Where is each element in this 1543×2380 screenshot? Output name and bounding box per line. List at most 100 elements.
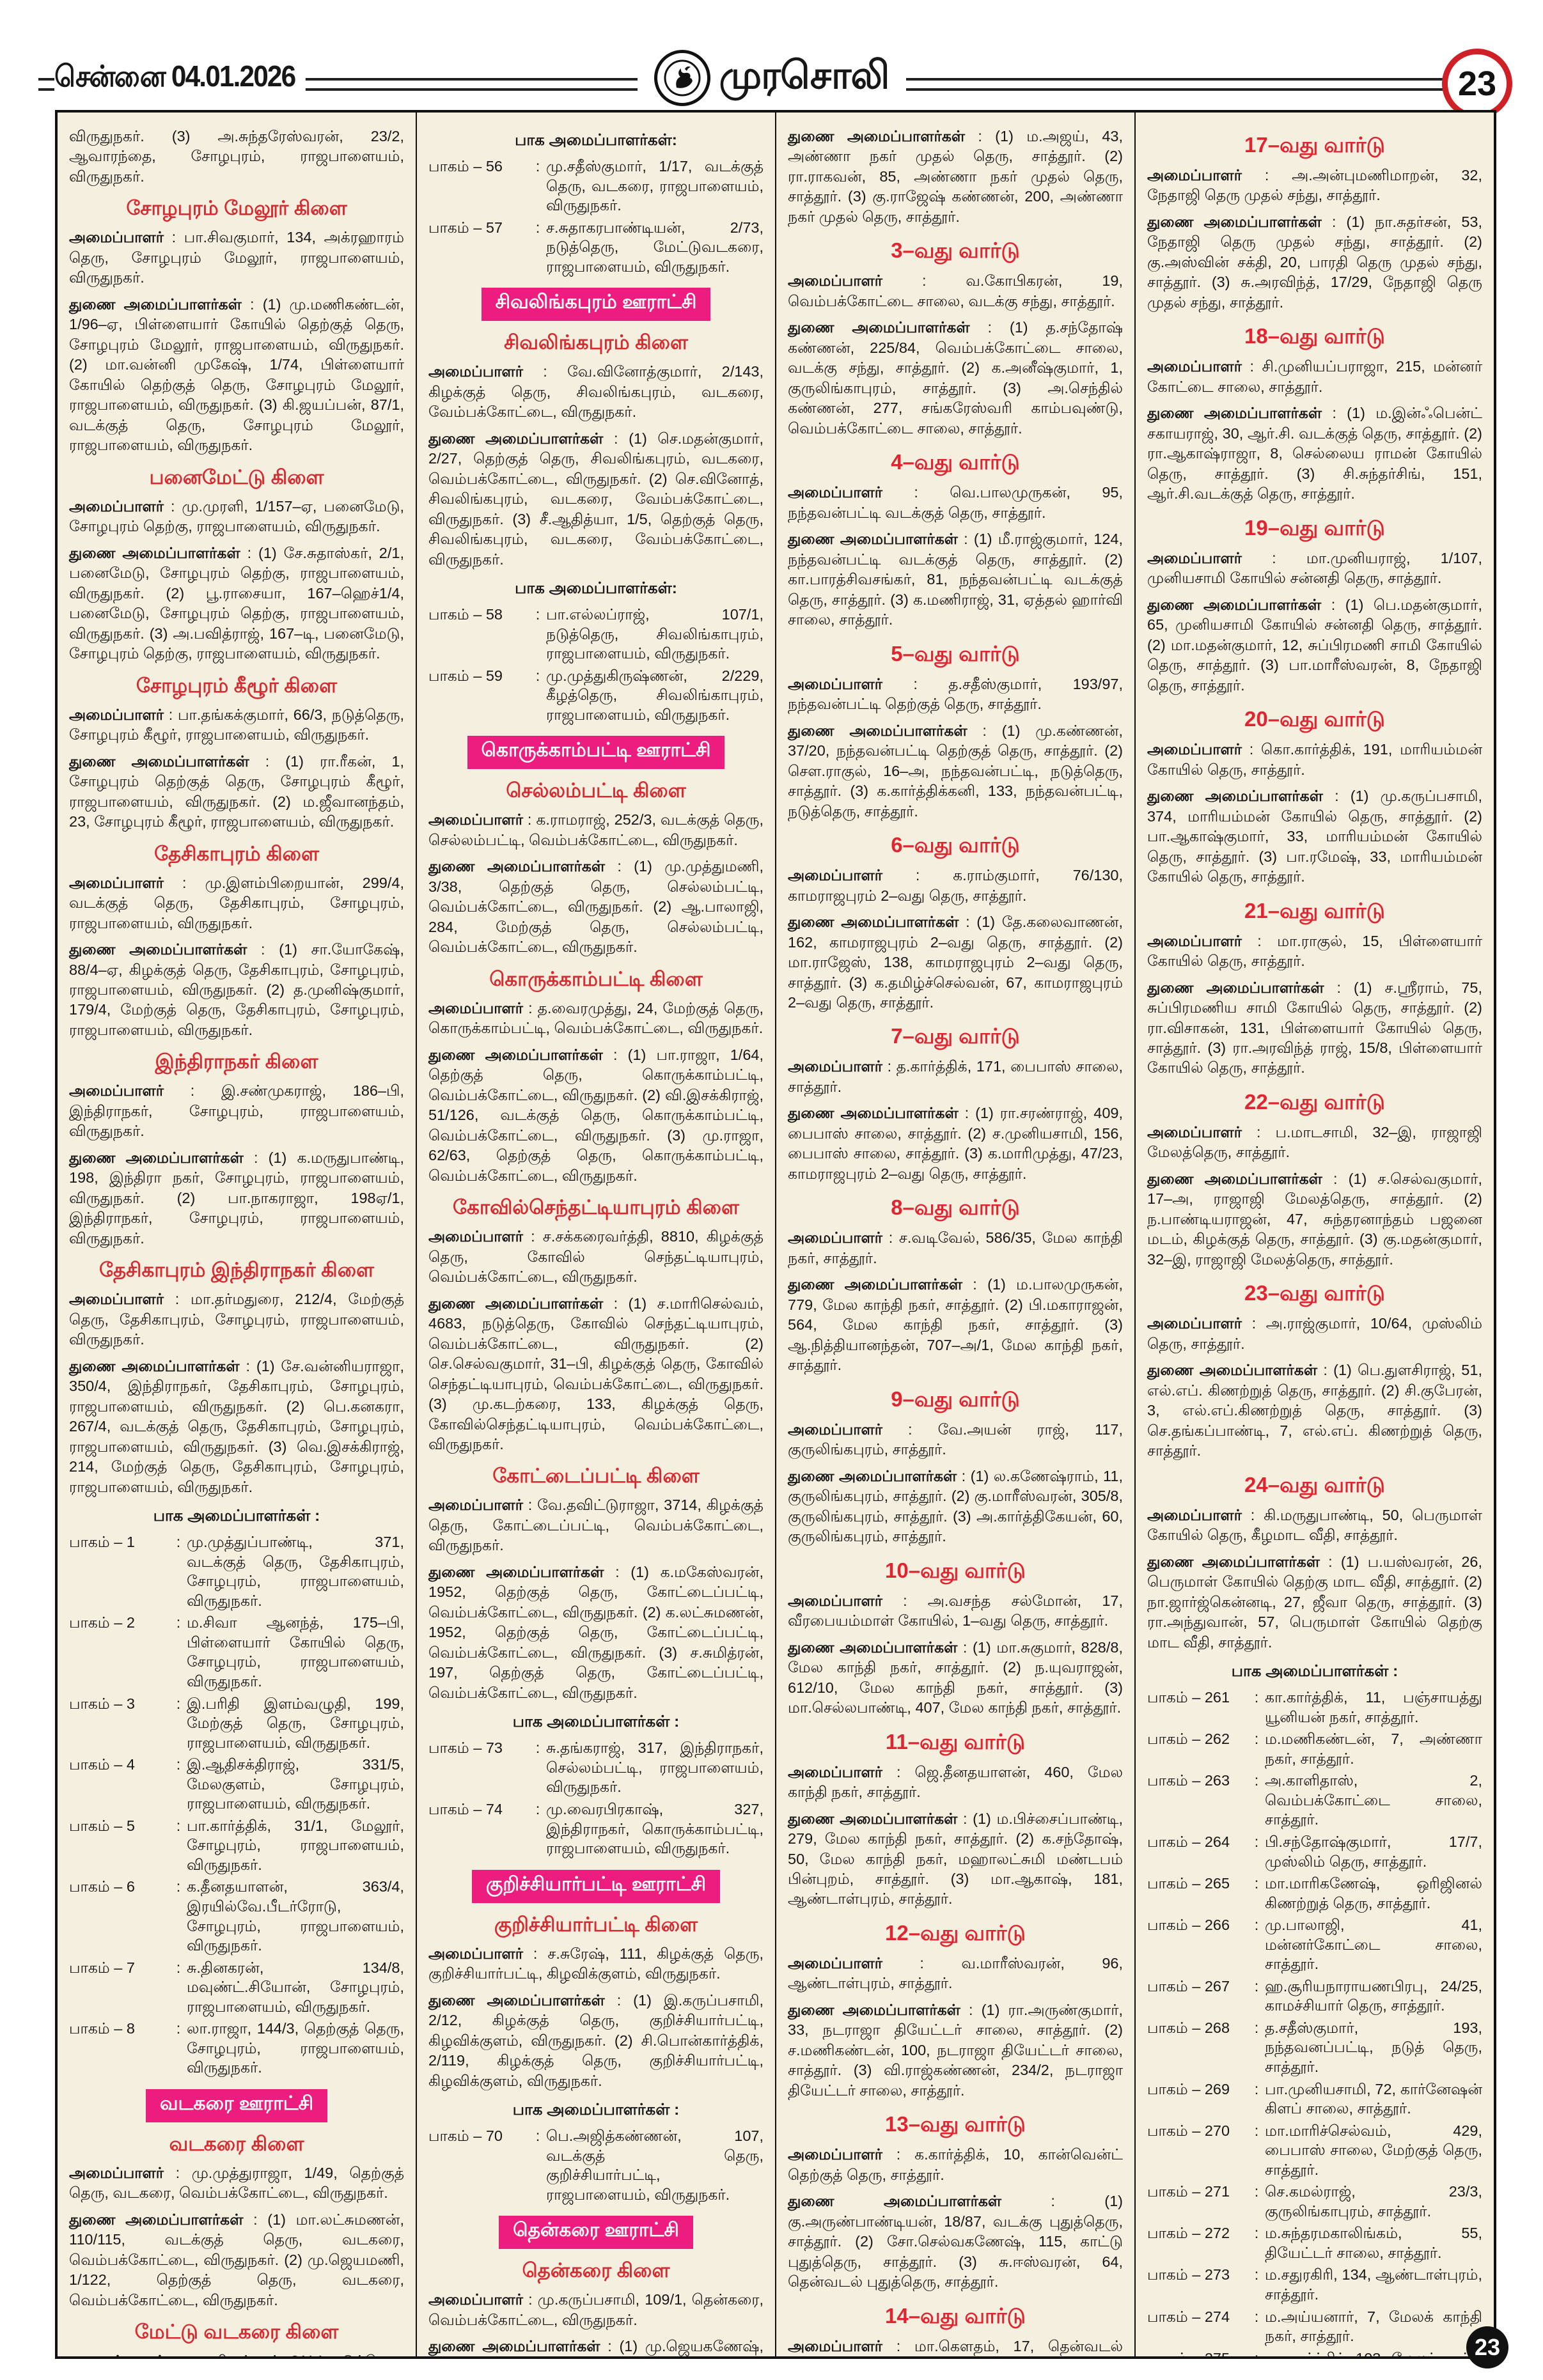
ward-header: 18–வது வார்டு bbox=[1244, 324, 1385, 348]
footer-page-number-badge: 23 bbox=[1466, 2326, 1508, 2368]
role-label: அமைப்பாளர் bbox=[788, 1420, 909, 1438]
organizer-paragraph: துணை அமைப்பாளர்கள் : (1) பா.ராஜா, 1/64, … bbox=[428, 1046, 764, 1184]
part-item-colon: : bbox=[1254, 1875, 1259, 1892]
part-item-colon: : bbox=[535, 219, 540, 236]
role-label: துணை அமைப்பாளர்கள் bbox=[69, 941, 262, 958]
organizer-paragraph: அமைப்பாளர் : அ.வசந்த சல்மோன், 17, வீரபைய… bbox=[788, 1592, 1123, 1629]
part-item-colon: : bbox=[1254, 2122, 1259, 2139]
role-label: துணை அமைப்பாளர்கள் bbox=[69, 752, 265, 770]
part-item: பாகம் – 263: அ.காளிதாஸ், 2, வெம்பக்கோட்டை… bbox=[1147, 1771, 1482, 1830]
role-label: துணை அமைப்பாளர்கள் bbox=[69, 2211, 254, 2228]
directory-sheet: விருதுநகர். (3) அ.சுந்தரேஸ்வரன், 23/2, ஆ… bbox=[55, 110, 1496, 2359]
part-item-colon: : bbox=[176, 1695, 181, 1712]
organizer-paragraph: அமைப்பாளர் : ப.மாடசாமி, 32–இ, ராஜாஜி மேல… bbox=[1147, 1123, 1483, 1161]
part-item-label: பாகம் – 275 bbox=[1147, 2349, 1248, 2356]
organizer-paragraph: அமைப்பாளர் : பா.தங்கக்குமார், 66/3, நடுத… bbox=[69, 706, 405, 743]
part-item: பாகம் – 56: மு.சதீஸ்குமார், 1/17, வடக்குத… bbox=[428, 157, 764, 215]
part-item: பாகம் – 270: மா.மாரிச்செல்வம், 429, பைபாஸ… bbox=[1147, 2121, 1482, 2180]
part-item-label: பாகம் – 271 bbox=[1147, 2183, 1230, 2200]
role-label: துணை அமைப்பாளர்கள் bbox=[69, 1149, 254, 1166]
part-item-text: ம.சுந்தரமகாலிங்கம், 55, தியேட்டர் சாலை, … bbox=[1265, 2225, 1482, 2261]
part-item: பாகம் – 274: ம.அய்யனார், 7, மேலக் காந்தி … bbox=[1147, 2307, 1482, 2346]
column-4: 17–வது வார்டு அமைப்பாளர் : அ.அன்புமணிமாறன… bbox=[1134, 113, 1494, 2356]
part-item-colon: : bbox=[1254, 2019, 1259, 2036]
role-label: துணை அமைப்பாளர்கள் bbox=[428, 430, 614, 447]
role-label: அமைப்பாளர் bbox=[1147, 549, 1273, 566]
branch-header: தேசிகாபுரம் கிளை bbox=[154, 842, 319, 865]
organizer-paragraph: துணை அமைப்பாளர்கள் : (1) மா.லட்சுமணன், 1… bbox=[69, 2211, 404, 2308]
part-item-label: பாகம் – 59 bbox=[428, 667, 503, 684]
part-item-text: க.தீனதயாளன், 363/4, இரயில்வே.பீடர்ரோடு, … bbox=[187, 1878, 404, 1954]
part-item-text: கா.கார்த்திக், 11, பஞ்சாயத்து யூனியன் நக… bbox=[1265, 1689, 1482, 1725]
organizer-paragraph: அமைப்பாளர் : மா.முனியராஜ், 1/107, முனியச… bbox=[1147, 549, 1482, 587]
role-label: துணை அமைப்பாளர்கள் bbox=[428, 1046, 613, 1063]
branch-header: தேசிகாபுரம் இந்திராநகர் கிளை bbox=[98, 1259, 375, 1282]
part-organizers-header: பாக அமைப்பாளர்கள் : bbox=[153, 1507, 320, 1525]
part-item-text: மு.முத்துப்பாண்டி, 371, வடக்குத் தெரு, த… bbox=[187, 1534, 404, 1609]
part-item: பாகம் – 264: பி.சந்தோஷ்குமார், 17/7, முஸ்… bbox=[1147, 1832, 1482, 1871]
organizer-paragraph: அமைப்பாளர் : ஜெ.தீனதயாளன், 460, மேல காந்… bbox=[788, 1763, 1123, 1801]
role-label: அமைப்பாளர் bbox=[428, 811, 528, 828]
part-item-colon: : bbox=[1254, 2308, 1259, 2325]
part-item-label: பாகம் – 270 bbox=[1147, 2122, 1230, 2139]
organizer-paragraph: துணை அமைப்பாளர்கள் : (1) நா.சுதர்சன், 53… bbox=[1147, 213, 1482, 311]
part-item-label: பாகம் – 267 bbox=[1147, 1977, 1230, 1995]
part-item-label: பாகம் – 268 bbox=[1147, 2019, 1230, 2036]
role-label: அமைப்பாளர் bbox=[788, 1058, 888, 1075]
organizer-paragraph: அமைப்பாளர் : வ.கோபிகரன், 19, வெம்பக்கோட்… bbox=[788, 272, 1123, 309]
ward-header: 22–வது வார்டு bbox=[1244, 1089, 1385, 1114]
part-item-label: பாகம் – 266 bbox=[1147, 1917, 1230, 1934]
organizer-paragraph: அமைப்பாளர் : க.ராம்குமார், 76/130, காமரா… bbox=[788, 867, 1123, 904]
part-item-text: பா.கார்த்திக், 31/1, மேலூர், சோழபுரம், ர… bbox=[187, 1817, 404, 1873]
role-label: துணை அமைப்பாளர்கள் bbox=[1147, 979, 1337, 996]
part-item-text: சு.தங்கராஜ், 317, இந்திராநகர், செல்லம்பட… bbox=[546, 1739, 764, 1796]
part-item-label: பாகம் – 263 bbox=[1147, 1772, 1230, 1789]
role-label: அமைப்பாளர் bbox=[69, 2353, 168, 2356]
organizer-paragraph: துணை அமைப்பாளர்கள் : (1) ச.மாரிசெல்வம், … bbox=[428, 1295, 764, 1452]
role-label: துணை அமைப்பாளர்கள் bbox=[1147, 1170, 1333, 1187]
part-item-text: மு.வைரபிரகாஷ், 327, இந்திராநகர், கொருக்க… bbox=[546, 1800, 764, 1857]
role-label: அமைப்பாளர் bbox=[428, 2291, 529, 2308]
organizer-paragraph: துணை அமைப்பாளர்கள் : (1) தே.கலைவாணன், 16… bbox=[788, 914, 1123, 1011]
role-label: அமைப்பாளர் bbox=[69, 874, 183, 891]
part-item-text: பா.முனியசாமி, 72, கார்னேஷன் கிளப் சாலை, … bbox=[1265, 2080, 1482, 2117]
organizer-paragraph: துணை அமைப்பாளர்கள் : (1) ரா.ரீகன், 1, சோ… bbox=[69, 752, 404, 830]
part-item-text: ம.அய்யனார், 7, மேலக் காந்தி நகர், சாத்தூ… bbox=[1265, 2308, 1482, 2345]
part-item: பாகம் – 57: ச.சுதாகரபாண்டியன், 2/73, நடுத… bbox=[428, 218, 764, 277]
masthead-center: முரசொலி bbox=[637, 50, 906, 106]
role-label: துணை அமைப்பாளர்கள் bbox=[788, 1105, 965, 1122]
part-item-text: பி.சந்தோஷ்குமார், 17/7, முஸ்லிம் தெரு, ச… bbox=[1265, 1833, 1482, 1870]
branch-header: இந்திராநகர் கிளை bbox=[155, 1050, 318, 1073]
organizer-paragraph: அமைப்பாளர் : க.ராமராஜ், 252/3, வடக்குத் … bbox=[428, 811, 764, 848]
organizer-paragraph: அமைப்பாளர் : ச.சுரேஷ், 111, கிழக்குத் தெ… bbox=[428, 1945, 764, 1982]
part-item-label: பாகம் – 3 bbox=[69, 1695, 135, 1712]
part-item-label: பாகம் – 58 bbox=[428, 606, 503, 623]
ward-header: 6–வது வார்டு bbox=[891, 833, 1020, 857]
part-organizers-header: பாக அமைப்பாளர்கள்: bbox=[515, 580, 677, 598]
part-item-text: செ.கமல்ராஜ், 23/3, குருலிங்காபுரம், சாத்… bbox=[1265, 2183, 1482, 2220]
branch-header: கோட்டைப்பட்டி கிளை bbox=[492, 1465, 700, 1488]
part-item: பாகம் – 73: சு.தங்கராஜ், 317, இந்திராநகர்… bbox=[428, 1738, 764, 1797]
role-label: துணை அமைப்பாளர்கள் bbox=[1147, 405, 1333, 422]
organizer-paragraph: துணை அமைப்பாளர்கள் : (1) கு.அருண்பாண்டிய… bbox=[788, 2193, 1123, 2291]
panchayat-banner-wrap: குறிச்சியார்பட்டி ஊராட்சி bbox=[428, 1869, 764, 1903]
ward-header: 17–வது வார்டு bbox=[1244, 133, 1385, 157]
part-item: பாகம் – 59: மு.முத்துகிருஷ்ணன், 2/229, கீ… bbox=[428, 666, 764, 725]
part-item-text: ம.சதுரகிரி, 134, ஆண்டாள்புரம், சாத்தூர். bbox=[1265, 2266, 1482, 2303]
part-item-label: பாகம் – 272 bbox=[1147, 2225, 1230, 2242]
organizer-paragraph: அமைப்பாளர் : அ.அன்புமணிமாறன், 32, நேதாஜி… bbox=[1147, 167, 1483, 204]
organizer-paragraph: அமைப்பாளர் : க.கார்த்திக், 10, கான்வென்ட… bbox=[788, 2146, 1123, 2183]
panchayat-banner-wrap: கொருக்காம்பட்டி ஊராட்சி bbox=[428, 736, 764, 770]
part-item-colon: : bbox=[1254, 2080, 1259, 2097]
part-item-label: பாகம் – 264 bbox=[1147, 1833, 1230, 1850]
role-label: அமைப்பாளர் bbox=[1147, 1315, 1252, 1332]
organizer-paragraph: துணை அமைப்பாளர்கள் : (1) ரா.சரண்ராஜ், 40… bbox=[788, 1105, 1123, 1182]
role-label: துணை அமைப்பாளர்கள் bbox=[788, 2193, 1051, 2210]
role-label: துணை அமைப்பாளர்கள் bbox=[788, 128, 978, 144]
organizer-paragraph: அமைப்பாளர் : மு.இளம்பிறையான், 299/4, வடக… bbox=[69, 874, 404, 931]
organizer-paragraph: அமைப்பாளர் : மு.கருப்பசாமி, 109/1, தென்க… bbox=[428, 2291, 764, 2328]
panchayat-banner: சிவலிங்கபுரம் ஊராட்சி bbox=[481, 288, 711, 322]
organizer-paragraph: அமைப்பாளர் : அ.ராஜ்குமார், 10/64, முஸ்லி… bbox=[1147, 1315, 1482, 1352]
organizer-paragraph: அமைப்பாளர் : வே.தவிட்டுராஜா, 3714, கிழக்… bbox=[428, 1497, 764, 1554]
